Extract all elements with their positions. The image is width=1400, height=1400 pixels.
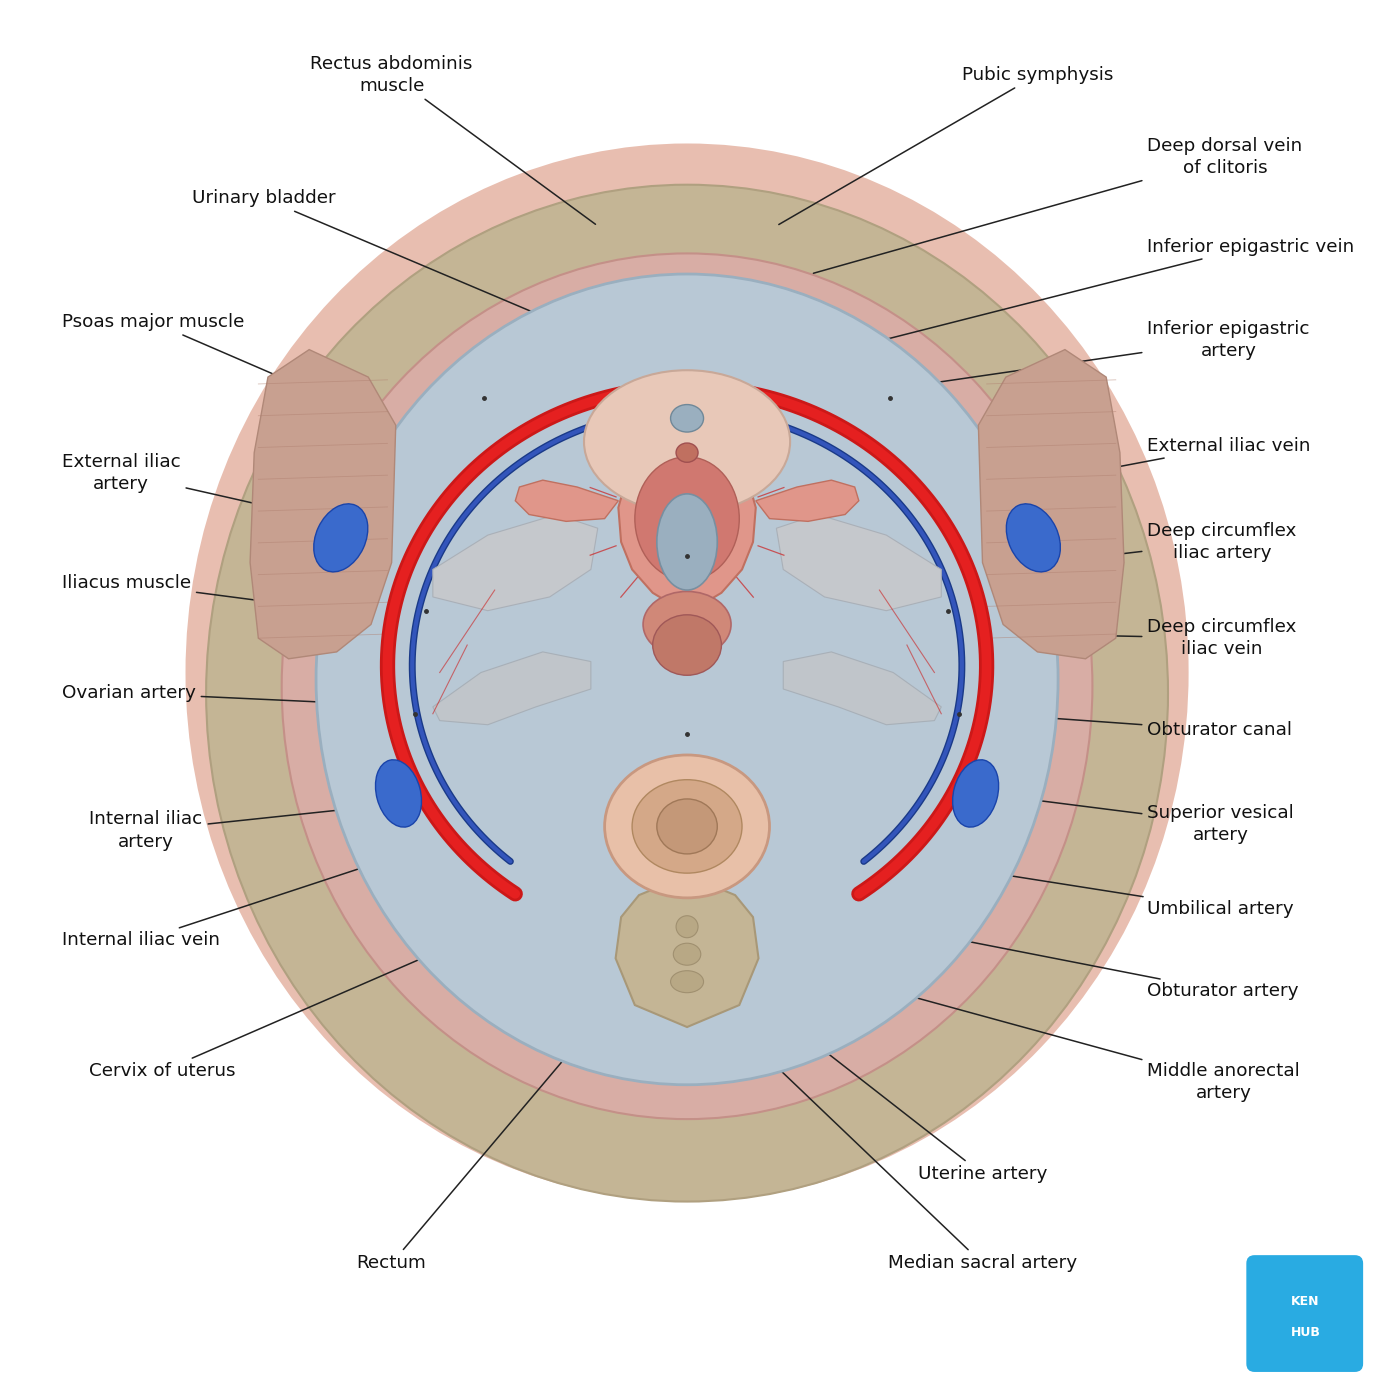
- Text: Rectum: Rectum: [357, 1063, 561, 1273]
- Text: Uterine artery: Uterine artery: [778, 1015, 1047, 1183]
- Ellipse shape: [316, 274, 1058, 1085]
- Polygon shape: [433, 652, 591, 725]
- Ellipse shape: [676, 442, 699, 462]
- Polygon shape: [756, 480, 858, 521]
- Ellipse shape: [676, 916, 699, 938]
- Ellipse shape: [652, 615, 721, 675]
- Ellipse shape: [671, 970, 704, 993]
- Text: External iliac
artery: External iliac artery: [62, 454, 361, 528]
- Ellipse shape: [206, 185, 1168, 1201]
- Ellipse shape: [673, 944, 701, 965]
- Text: KEN: KEN: [1291, 1295, 1320, 1309]
- Ellipse shape: [605, 755, 770, 897]
- Polygon shape: [515, 480, 619, 521]
- Text: External iliac vein: External iliac vein: [993, 437, 1310, 490]
- Ellipse shape: [281, 253, 1092, 1119]
- Ellipse shape: [186, 143, 1189, 1201]
- Text: Inferior epigastric
artery: Inferior epigastric artery: [910, 319, 1310, 386]
- Text: Urinary bladder: Urinary bladder: [192, 189, 554, 321]
- Text: Median sacral artery: Median sacral artery: [769, 1060, 1077, 1273]
- FancyBboxPatch shape: [1246, 1256, 1364, 1372]
- Polygon shape: [777, 514, 941, 610]
- Ellipse shape: [1007, 504, 1060, 571]
- Ellipse shape: [657, 494, 717, 589]
- Ellipse shape: [584, 370, 790, 514]
- Polygon shape: [979, 350, 1124, 659]
- Text: Superior vesical
artery: Superior vesical artery: [986, 794, 1294, 844]
- Polygon shape: [619, 445, 756, 603]
- Text: Psoas major muscle: Psoas major muscle: [62, 314, 389, 424]
- Text: Iliacus muscle: Iliacus muscle: [62, 574, 335, 610]
- Text: Middle anorectal
artery: Middle anorectal artery: [875, 987, 1301, 1102]
- Polygon shape: [783, 652, 941, 725]
- Text: Rectus abdominis
muscle: Rectus abdominis muscle: [311, 55, 595, 224]
- Text: Cervix of uterus: Cervix of uterus: [90, 928, 493, 1079]
- Ellipse shape: [631, 780, 742, 874]
- Text: Umbilical artery: Umbilical artery: [944, 865, 1294, 918]
- Text: Pubic symphysis: Pubic symphysis: [778, 66, 1113, 224]
- Text: Deep circumflex
iliac vein: Deep circumflex iliac vein: [1026, 617, 1296, 658]
- Text: Obturator artery: Obturator artery: [917, 931, 1299, 1001]
- Ellipse shape: [643, 591, 731, 658]
- Text: Deep dorsal vein
of clitoris: Deep dorsal vein of clitoris: [813, 137, 1302, 273]
- Text: Internal iliac
artery: Internal iliac artery: [90, 804, 403, 851]
- Polygon shape: [433, 514, 598, 610]
- Text: Deep circumflex
iliac artery: Deep circumflex iliac artery: [1026, 522, 1296, 566]
- Text: Inferior epigastric vein: Inferior epigastric vein: [875, 238, 1355, 342]
- Ellipse shape: [657, 799, 717, 854]
- Text: Obturator canal: Obturator canal: [993, 714, 1292, 739]
- Ellipse shape: [952, 760, 998, 827]
- Polygon shape: [616, 885, 759, 1028]
- Polygon shape: [251, 350, 396, 659]
- Ellipse shape: [671, 405, 704, 433]
- Ellipse shape: [634, 456, 739, 581]
- Ellipse shape: [314, 504, 368, 571]
- Text: Ovarian artery: Ovarian artery: [62, 685, 333, 703]
- Text: HUB: HUB: [1291, 1326, 1320, 1338]
- Ellipse shape: [375, 760, 421, 827]
- Text: Internal iliac vein: Internal iliac vein: [62, 858, 389, 949]
